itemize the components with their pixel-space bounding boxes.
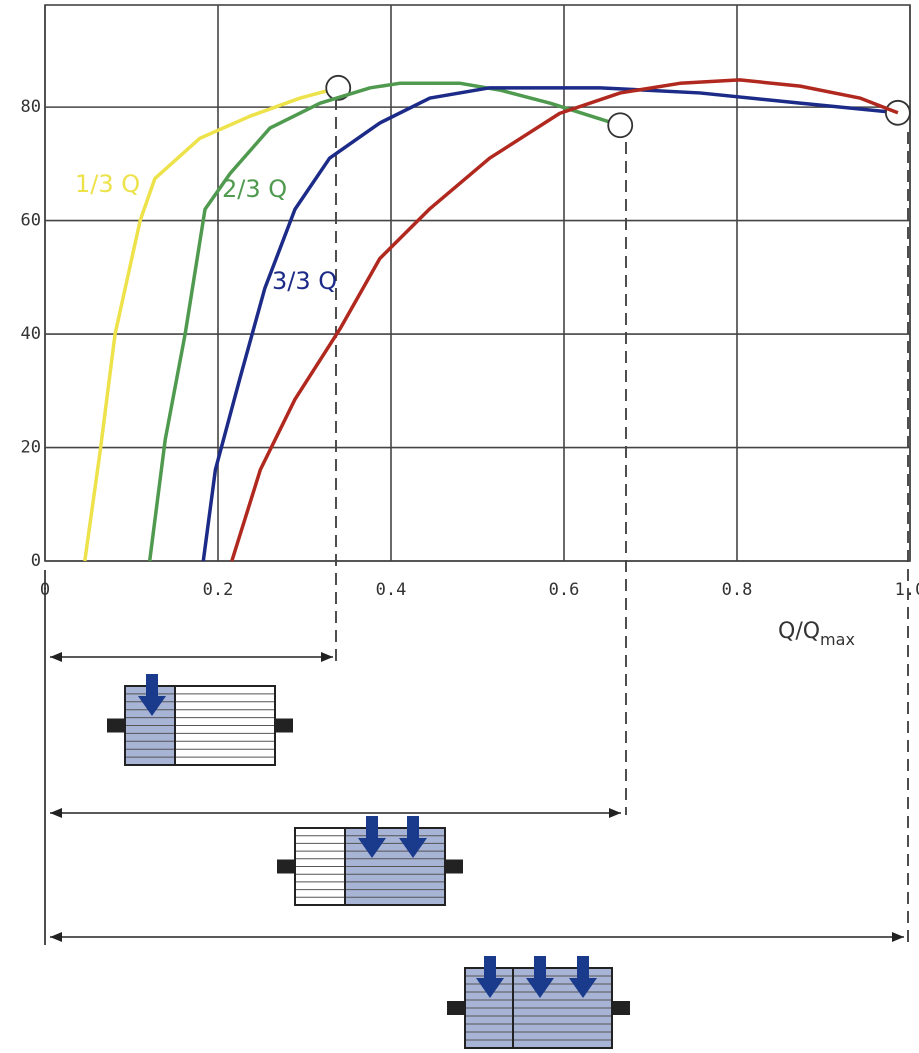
x-axis-label: Q/Qmax	[778, 619, 855, 649]
chart: 0 20 40 60 80 0 0.2 0.4 0.6 0.8 1.0 Q/Qmax 1/3 Q 2/3 …	[0, 0, 919, 1053]
x-axis-label-sub: max	[820, 630, 855, 649]
x-tick-label: 0.2	[203, 580, 234, 600]
x-tick-label: 0.8	[722, 580, 753, 600]
series-label: 1/3 Q	[75, 170, 140, 198]
line	[203, 88, 898, 561]
line	[232, 80, 898, 561]
line	[150, 83, 621, 561]
y-tick-label: 0	[31, 551, 41, 571]
y-tick-label: 20	[21, 438, 41, 458]
y-tick-label: 80	[21, 97, 41, 117]
series-label: 2/3 Q	[222, 175, 287, 203]
x-tick-label: 0.6	[549, 580, 580, 600]
x-tick-label: 0.4	[376, 580, 407, 600]
compressors	[50, 652, 904, 1048]
x-tick-label: 1.0	[895, 580, 919, 600]
y-tick-label: 40	[21, 324, 41, 344]
stage-diagram	[45, 98, 908, 945]
x-tick-label: 0	[40, 580, 50, 600]
series-label: 3/3 Q	[272, 267, 337, 295]
end-marker	[608, 113, 632, 137]
y-tick-label: 60	[21, 211, 41, 231]
